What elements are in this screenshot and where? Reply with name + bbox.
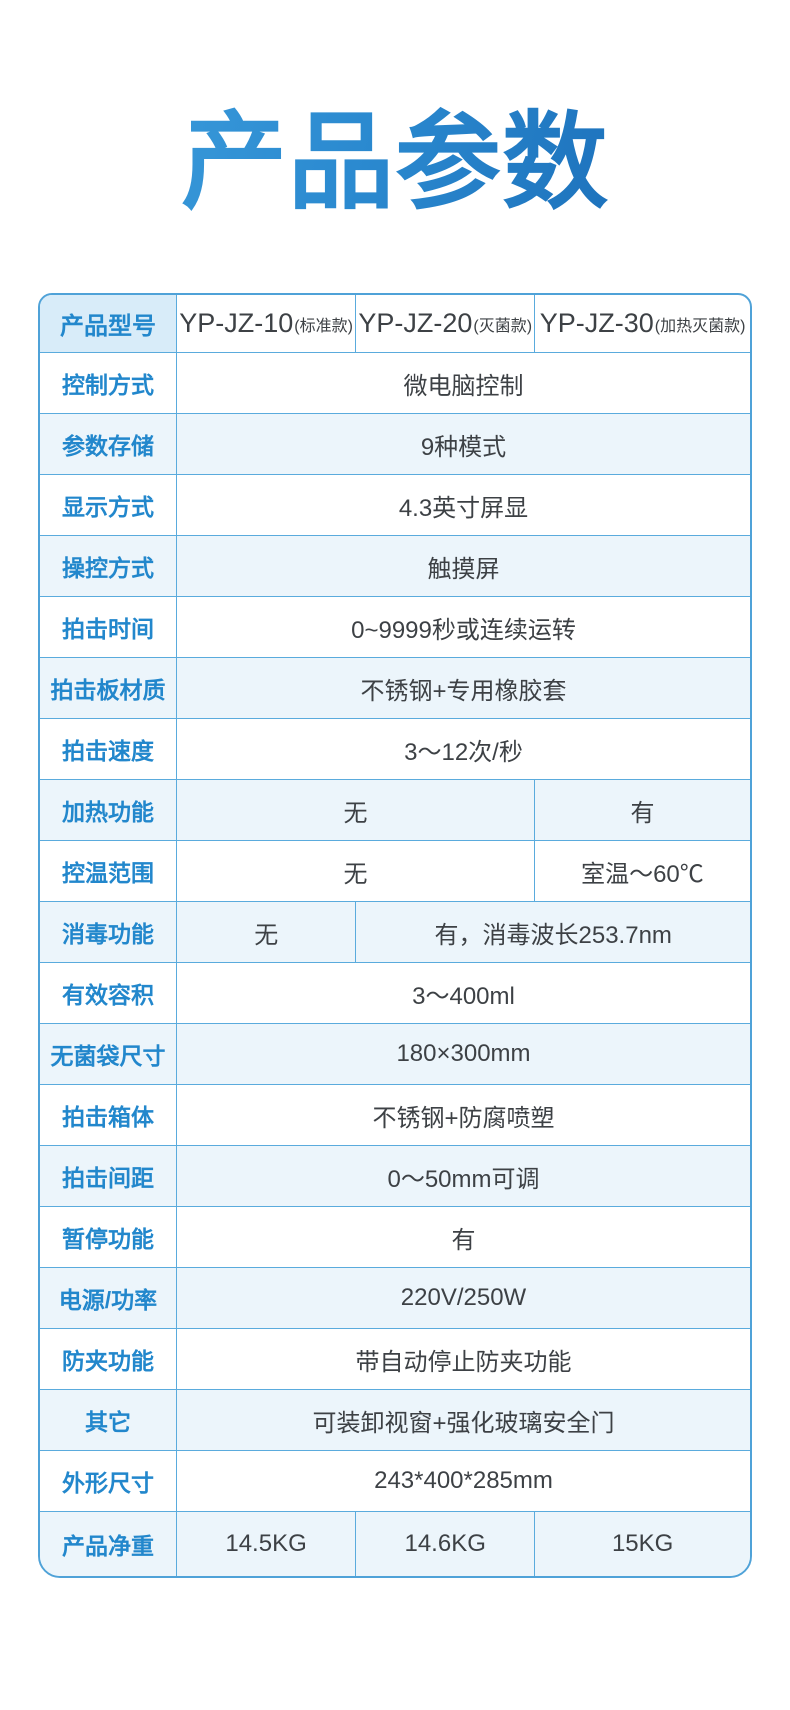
row-value: 4.3英寸屏显 [398,494,529,522]
row-value: 14.6KG [355,1512,534,1576]
row-value: 0~9999秒或连续运转 [351,616,576,644]
row-label: 消毒功能 [40,902,177,962]
model-name: YP-JZ-20 [358,308,473,338]
row-label: 其它 [40,1390,177,1450]
row-value: 不锈钢+防腐喷塑 [372,1104,555,1132]
row-label: 操控方式 [40,536,177,596]
table-row: 控温范围 无 室温～60℃ [40,840,750,901]
row-label: 防夹功能 [40,1329,177,1389]
row-label: 外形尺寸 [40,1451,177,1511]
table-row: 拍击间距 0～50mm可调 [40,1145,750,1206]
model-cell: YP-JZ-10 (标准款) [177,295,355,352]
table-row: 外形尺寸 243*400*285mm [40,1450,750,1511]
row-value: 带自动停止防夹功能 [355,1348,572,1376]
model-variant: (加热灭菌款) [654,317,746,335]
row-value: 无 [254,921,279,949]
row-value: 有，消毒波长253.7nm [355,902,750,962]
table-row: 其它 可装卸视窗+强化玻璃安全门 [40,1389,750,1450]
table-row: 拍击板材质 不锈钢+专用橡胶套 [40,657,750,718]
row-value: 14.5KG [225,1530,307,1557]
row-value: 微电脑控制 [403,372,524,400]
table-row: 拍击箱体 不锈钢+防腐喷塑 [40,1084,750,1145]
model-name: YP-JZ-10 [179,308,294,338]
table-row: 无菌袋尺寸 180×300mm [40,1023,750,1084]
model-variant: (标准款) [294,317,353,335]
row-label: 加热功能 [40,780,177,840]
row-label: 拍击板材质 [40,658,177,718]
row-label: 有效容积 [40,963,177,1023]
row-value: 无 [343,860,368,888]
row-label: 拍击时间 [40,597,177,657]
row-label: 产品型号 [40,295,177,352]
table-row: 消毒功能 无 有，消毒波长253.7nm [40,901,750,962]
table-row-model-header: 产品型号 YP-JZ-10 (标准款) YP-JZ-20 (灭菌款) YP-JZ-3… [40,295,750,352]
row-value: 180×300mm [396,1040,531,1067]
row-label: 产品净重 [40,1512,177,1576]
row-value: 220V/250W [400,1284,527,1311]
row-label: 显示方式 [40,475,177,535]
table-row: 拍击速度 3～12次/秒 [40,718,750,779]
row-label: 无菌袋尺寸 [40,1024,177,1084]
row-value: 3～400ml [412,982,515,1010]
row-value: 可装卸视窗+强化玻璃安全门 [312,1409,615,1437]
row-label: 暂停功能 [40,1207,177,1267]
row-value: 有 [533,780,750,840]
table-row: 操控方式 触摸屏 [40,535,750,596]
model-variant: (灭菌款) [473,317,533,335]
table-row: 加热功能 无 有 [40,779,750,840]
table-row: 有效容积 3～400ml [40,962,750,1023]
table-row: 参数存储 9种模式 [40,413,750,474]
model-cell: YP-JZ-20 (灭菌款) [355,295,534,352]
row-value: 室温～60℃ [533,841,750,901]
model-cell: YP-JZ-30 (加热灭菌款) [534,295,750,352]
table-row: 显示方式 4.3英寸屏显 [40,474,750,535]
row-label: 拍击间距 [40,1146,177,1206]
row-value: 0～50mm可调 [387,1165,540,1193]
model-name: YP-JZ-30 [539,308,654,338]
row-value: 15KG [534,1512,750,1576]
row-label: 拍击速度 [40,719,177,779]
row-value: 3～12次/秒 [404,738,523,766]
table-row: 控制方式 微电脑控制 [40,352,750,413]
row-value: 触摸屏 [427,555,500,583]
row-label: 拍击箱体 [40,1085,177,1145]
table-row: 防夹功能 带自动停止防夹功能 [40,1328,750,1389]
table-row: 拍击时间 0~9999秒或连续运转 [40,596,750,657]
page-title: 产品参数 [0,96,790,229]
row-value: 有 [451,1226,476,1254]
row-label: 控制方式 [40,353,177,413]
table-row: 产品净重 14.5KG 14.6KG 15KG [40,1511,750,1576]
row-value: 无 [343,799,368,827]
table-row: 电源/功率 220V/250W [40,1267,750,1328]
row-label: 控温范围 [40,841,177,901]
spec-table: 产品型号 YP-JZ-10 (标准款) YP-JZ-20 (灭菌款) YP-JZ-3… [38,293,752,1578]
table-row: 暂停功能 有 [40,1206,750,1267]
row-value: 243*400*285mm [374,1467,553,1494]
row-values: YP-JZ-10 (标准款) YP-JZ-20 (灭菌款) YP-JZ-30 (加热灭… [177,295,750,352]
row-label: 电源/功率 [40,1268,177,1328]
row-value: 不锈钢+专用橡胶套 [360,677,567,705]
row-value: 9种模式 [420,433,507,461]
row-label: 参数存储 [40,414,177,474]
